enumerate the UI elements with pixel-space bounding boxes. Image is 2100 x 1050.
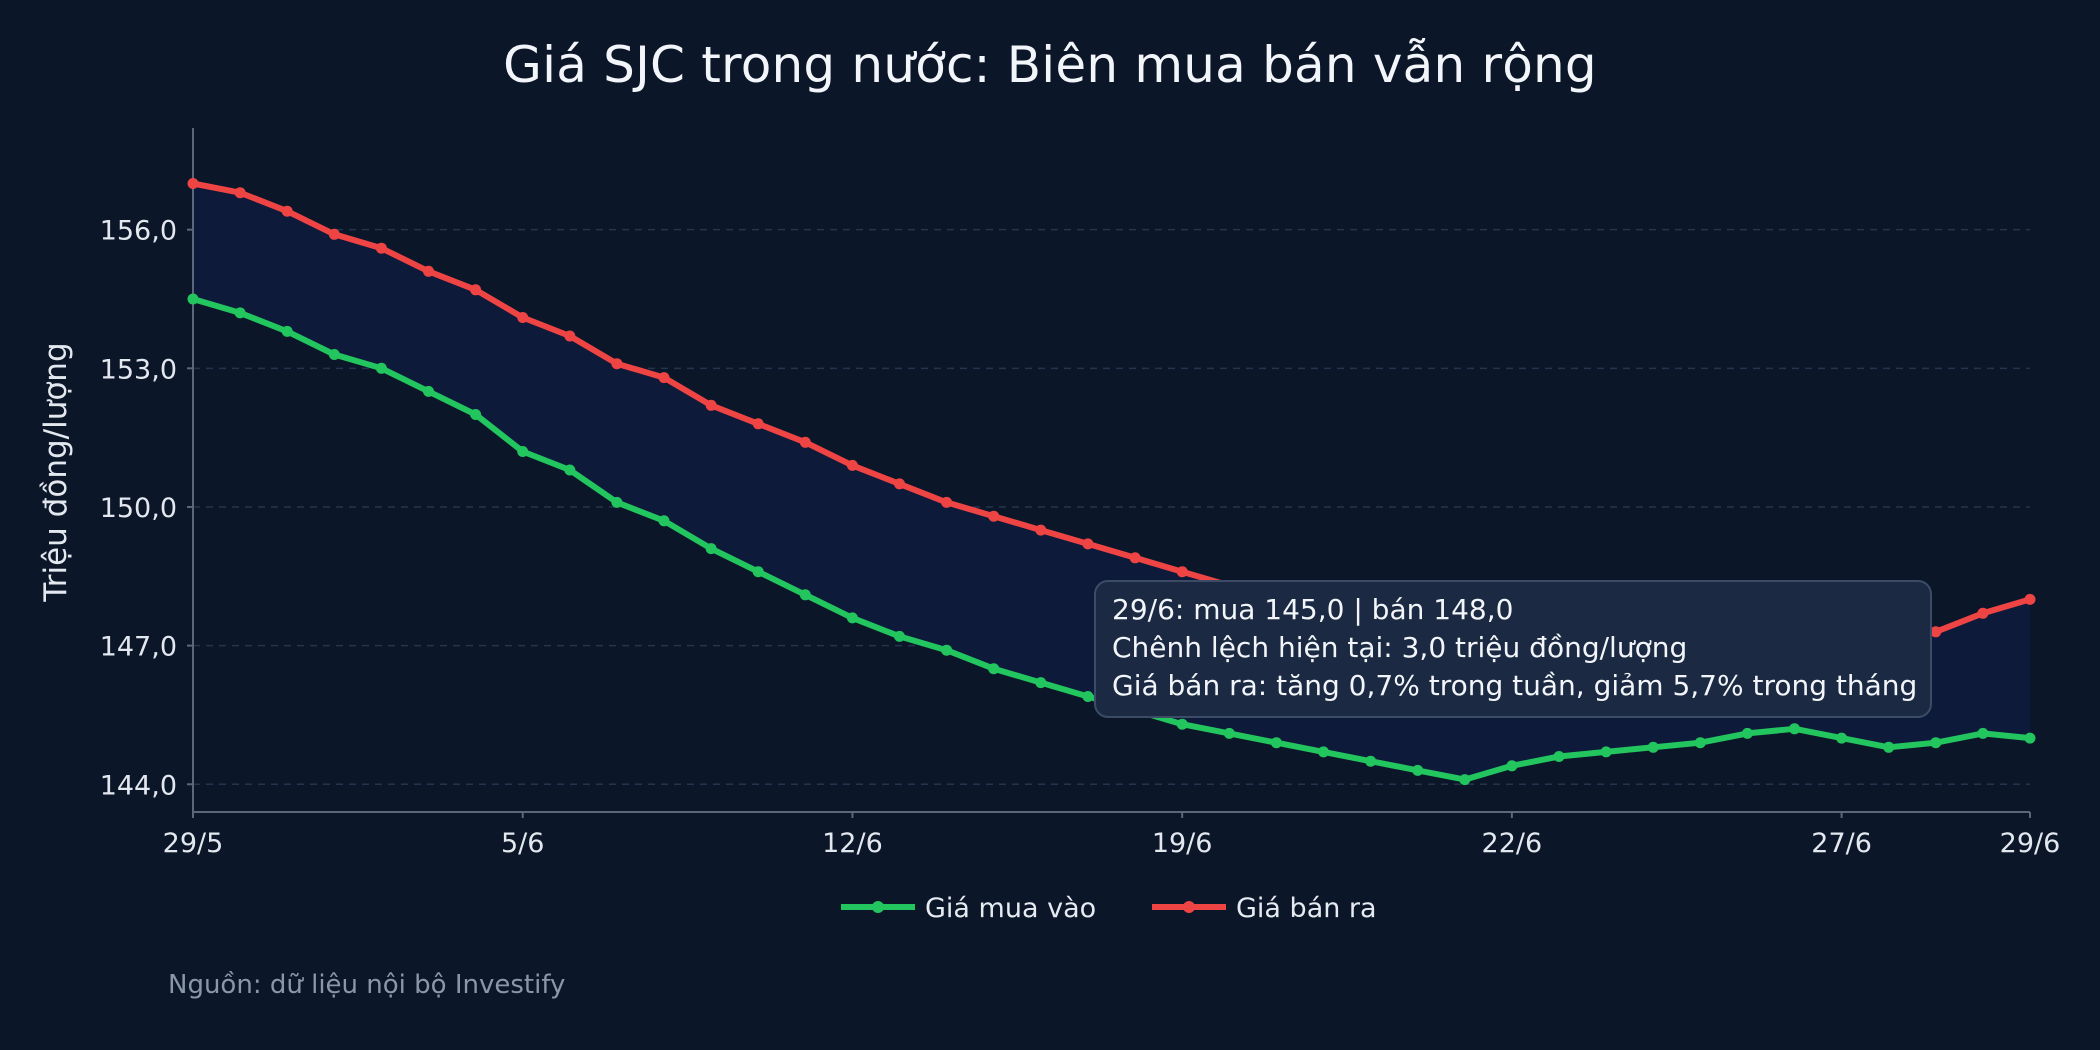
- x-tick-label: 22/6: [1482, 828, 1543, 859]
- data-point-buy: [1836, 732, 1848, 744]
- y-tick-label: 156,0: [100, 216, 177, 247]
- data-point-buy: [234, 307, 246, 319]
- data-point-sell: [564, 330, 576, 342]
- data-point-sell: [375, 242, 387, 254]
- data-point-sell: [470, 284, 482, 296]
- y-tick-label: 147,0: [100, 632, 177, 663]
- legend-marker-buy: [872, 901, 884, 913]
- data-point-buy: [564, 464, 576, 476]
- data-point-sell: [423, 265, 434, 277]
- data-point-sell: [1082, 538, 1094, 550]
- data-point-buy: [846, 612, 858, 624]
- data-point-buy: [1223, 727, 1235, 739]
- data-point-buy: [1082, 691, 1094, 702]
- data-point-buy: [517, 446, 529, 457]
- data-point-buy: [1694, 737, 1706, 749]
- data-point-buy: [1365, 755, 1377, 767]
- data-point-buy: [1506, 760, 1518, 772]
- y-axis-title: Triệu đồng/lượng: [38, 342, 74, 602]
- y-tick-labels: 144,0 147,0 150,0 153,0 156,0: [100, 216, 193, 801]
- data-point-buy: [1977, 727, 1989, 739]
- annotation-box: 29/6: mua 145,0 | bán 148,0 Chênh lệch h…: [1094, 580, 1932, 718]
- data-point-sell: [1977, 607, 1989, 619]
- data-point-sell: [1176, 566, 1188, 578]
- data-point-buy: [941, 644, 953, 656]
- data-point-buy: [705, 543, 717, 555]
- annotation-line-1: 29/6: mua 145,0 | bán 148,0: [1112, 593, 1514, 626]
- data-point-sell: [752, 418, 764, 430]
- data-point-buy: [281, 325, 293, 337]
- legend-label-sell: Giá bán ra: [1236, 893, 1377, 924]
- legend-marker-sell: [1183, 901, 1195, 913]
- data-point-sell: [517, 312, 529, 323]
- y-tick-label: 153,0: [100, 354, 177, 385]
- legend-item-sell: Giá bán ra: [1152, 893, 1377, 924]
- data-point-buy: [1412, 764, 1424, 776]
- data-point-sell: [658, 372, 670, 384]
- legend: Giá mua vào Giá bán ra: [841, 893, 1377, 924]
- data-point-buy: [1741, 727, 1753, 739]
- data-point-buy: [988, 663, 1000, 675]
- data-point-sell: [705, 399, 717, 411]
- data-point-sell: [1930, 626, 1942, 638]
- data-point-buy: [894, 630, 905, 642]
- data-point-buy: [375, 362, 387, 374]
- source-note: Nguồn: dữ liệu nội bộ Investify: [168, 970, 566, 1000]
- data-point-buy: [752, 566, 764, 578]
- data-point-buy: [658, 515, 670, 527]
- annotation-line-2: Chênh lệch hiện tại: 3,0 triệu đồng/lượn…: [1112, 631, 1688, 664]
- x-tick-label: 19/6: [1152, 828, 1213, 859]
- data-point-buy: [1647, 741, 1659, 753]
- data-point-sell: [234, 187, 246, 199]
- data-point-buy: [187, 293, 199, 305]
- data-point-buy: [1553, 751, 1565, 762]
- data-point-buy: [1789, 723, 1800, 735]
- data-point-buy: [1459, 774, 1471, 786]
- data-point-sell: [941, 496, 953, 508]
- data-point-buy: [799, 589, 811, 601]
- data-point-buy: [470, 409, 482, 420]
- data-point-buy: [611, 496, 623, 508]
- data-point-sell: [1035, 524, 1047, 536]
- data-point-buy: [1176, 718, 1188, 730]
- legend-label-buy: Giá mua vào: [925, 893, 1096, 924]
- data-point-sell: [611, 358, 623, 370]
- data-point-buy: [1270, 737, 1282, 749]
- x-tick-label: 12/6: [822, 828, 883, 859]
- data-point-buy: [1035, 677, 1047, 689]
- y-tick-label: 150,0: [100, 493, 177, 524]
- data-point-sell: [328, 228, 340, 240]
- data-point-sell: [281, 205, 293, 217]
- data-point-sell: [187, 178, 199, 189]
- axes: [192, 128, 2030, 813]
- data-point-sell: [2024, 593, 2036, 605]
- data-point-buy: [328, 349, 340, 360]
- data-point-buy: [1318, 746, 1329, 758]
- y-tick-label: 144,0: [100, 770, 177, 801]
- annotation-line-3: Giá bán ra: tăng 0,7% trong tuần, giảm 5…: [1112, 669, 1918, 702]
- data-point-buy: [1930, 737, 1942, 749]
- data-point-buy: [423, 385, 434, 397]
- legend-item-buy: Giá mua vào: [841, 893, 1096, 924]
- data-point-sell: [894, 478, 905, 490]
- data-point-sell: [1129, 552, 1141, 564]
- data-point-sell: [846, 459, 858, 471]
- x-tick-label: 29/5: [163, 828, 224, 859]
- x-tick-label: 29/6: [2000, 828, 2061, 859]
- data-point-buy: [2024, 732, 2036, 744]
- data-point-buy: [1600, 746, 1612, 758]
- chart-title: Giá SJC trong nước: Biên mua bán vẫn rộn…: [503, 36, 1597, 94]
- x-tick-label: 27/6: [1811, 828, 1872, 859]
- data-point-buy: [1883, 741, 1895, 753]
- x-tick-labels: 29/5 5/6 12/6 19/6 22/6 27/6 29/6: [163, 812, 2061, 859]
- x-tick-label: 5/6: [501, 828, 544, 859]
- data-point-sell: [988, 510, 1000, 522]
- data-point-sell: [799, 436, 811, 448]
